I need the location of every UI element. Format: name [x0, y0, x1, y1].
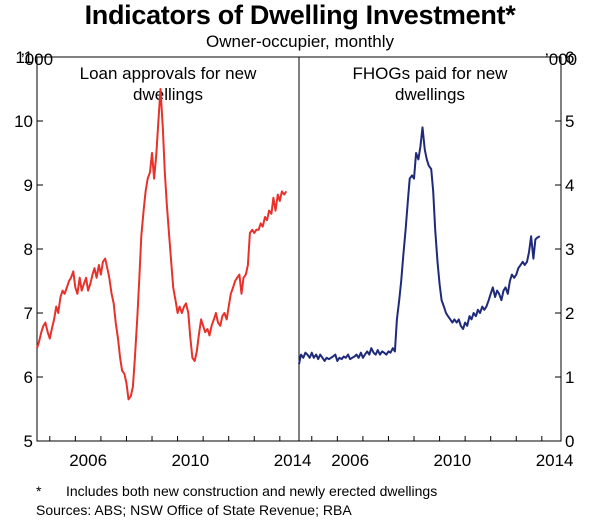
y-tick-label: 10 — [14, 112, 33, 131]
footnote-mark: * — [36, 483, 42, 499]
y-tick-label: 1 — [565, 368, 574, 387]
y-tick-label: 6 — [24, 368, 33, 387]
x-tick-label: 2014 — [536, 451, 574, 470]
panel-title-line: dwellings — [395, 85, 465, 104]
y-tick-label: 3 — [565, 240, 574, 259]
y-tick-label: 6 — [565, 48, 574, 67]
fhog-panel: 0 1 2 3 4 5 6’000 2006 2010 2014 FHOGs paid for ne… — [298, 48, 577, 470]
x-tick-label: 2010 — [171, 451, 209, 470]
fhog-series-line — [298, 126, 541, 365]
x-tick-label: 2010 — [433, 451, 471, 470]
y-tick-label: 11 — [15, 48, 33, 67]
y-tick-label: 9 — [24, 176, 33, 195]
panel-title-line: FHOGs paid for new — [353, 64, 509, 83]
panel-title-line: Loan approvals for new — [80, 64, 257, 83]
y-tick-label: 4 — [565, 176, 574, 195]
footnote: * Includes both new construction and newl… — [36, 483, 437, 499]
x-tick-label: 2006 — [69, 451, 107, 470]
sources-note: Sources: ABS; NSW Office of State Revenu… — [36, 502, 352, 518]
y-tick-label: 5 — [565, 112, 574, 131]
y-unit-label: ’000 — [545, 50, 577, 69]
x-tick-label: 2014 — [274, 451, 312, 470]
footnote-text: Includes both new construction and newly… — [66, 483, 438, 499]
loan-series-line — [36, 88, 288, 401]
chart-title: Indicators of Dwelling Investment* — [84, 0, 516, 30]
y-tick-label: 0 — [565, 432, 574, 451]
x-tick-label: 2006 — [331, 451, 369, 470]
loan-approvals-panel: 5 6 7 8 9 10 11’000 2006 2010 2014 Loan approvals … — [14, 48, 311, 470]
panel-title-line: dwellings — [133, 85, 203, 104]
chart-frame — [36, 56, 562, 442]
y-tick-label: 2 — [565, 304, 574, 323]
chart-subtitle: Owner-occupier, monthly — [205, 32, 395, 51]
y-unit-label: ’000 — [21, 50, 53, 69]
y-tick-label: 7 — [24, 304, 33, 323]
y-tick-label: 5 — [24, 432, 33, 451]
y-tick-label: 8 — [24, 240, 33, 259]
